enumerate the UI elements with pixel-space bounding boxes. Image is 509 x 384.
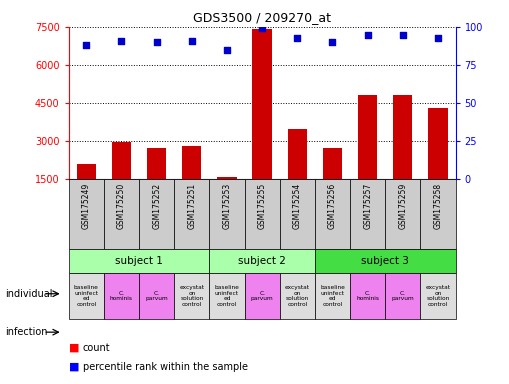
Bar <box>182 146 202 179</box>
Text: C.
parvum: C. parvum <box>251 291 273 301</box>
Text: C.
hominis: C. hominis <box>356 291 379 301</box>
Text: ■: ■ <box>69 343 79 353</box>
Text: excystat
on
solution
control: excystat on solution control <box>426 285 450 307</box>
Text: excystat
on
solution
control: excystat on solution control <box>179 285 204 307</box>
Text: GSM175249: GSM175249 <box>82 183 91 229</box>
Bar <box>174 179 209 249</box>
Bar <box>252 30 272 179</box>
Text: C.
parvum: C. parvum <box>391 291 414 301</box>
Bar <box>209 249 315 273</box>
Text: count: count <box>83 343 110 353</box>
Bar <box>209 273 244 319</box>
Text: GSM175251: GSM175251 <box>187 183 196 229</box>
Bar <box>139 273 174 319</box>
Text: GSM175254: GSM175254 <box>293 183 302 229</box>
Bar <box>420 179 456 249</box>
Bar <box>315 179 350 249</box>
Bar <box>139 179 174 249</box>
Bar <box>358 96 377 179</box>
Bar <box>350 179 385 249</box>
Text: infection: infection <box>5 327 47 337</box>
Text: percentile rank within the sample: percentile rank within the sample <box>83 362 248 372</box>
Bar <box>323 147 342 179</box>
Text: C.
parvum: C. parvum <box>145 291 168 301</box>
Bar <box>244 179 280 249</box>
Bar <box>280 273 315 319</box>
Bar <box>393 96 412 179</box>
Point <box>328 39 336 45</box>
Bar <box>280 179 315 249</box>
Point <box>363 31 372 38</box>
Bar <box>104 179 139 249</box>
Bar <box>428 108 447 179</box>
Bar <box>69 249 209 273</box>
Point <box>258 25 266 31</box>
Bar <box>209 179 244 249</box>
Text: GSM175253: GSM175253 <box>222 183 232 229</box>
Bar <box>104 273 139 319</box>
Bar <box>147 147 166 179</box>
Bar <box>420 273 456 319</box>
Bar <box>69 179 104 249</box>
Title: GDS3500 / 209270_at: GDS3500 / 209270_at <box>193 11 331 24</box>
Bar <box>69 273 104 319</box>
Bar <box>350 273 385 319</box>
Text: baseline
uninfect
ed
control: baseline uninfect ed control <box>320 285 345 307</box>
Text: C.
hominis: C. hominis <box>110 291 133 301</box>
Bar <box>217 177 237 179</box>
Text: GSM175256: GSM175256 <box>328 183 337 229</box>
Bar <box>385 179 420 249</box>
Text: GSM175258: GSM175258 <box>434 183 442 229</box>
Point <box>118 38 126 44</box>
Point <box>188 38 196 44</box>
Text: ■: ■ <box>69 362 79 372</box>
Text: subject 3: subject 3 <box>361 256 409 266</box>
Bar <box>385 273 420 319</box>
Text: baseline
uninfect
ed
control: baseline uninfect ed control <box>214 285 239 307</box>
Bar <box>174 273 209 319</box>
Bar <box>244 273 280 319</box>
Text: subject 2: subject 2 <box>238 256 286 266</box>
Text: GSM175250: GSM175250 <box>117 183 126 229</box>
Point <box>293 35 301 41</box>
Text: GSM175257: GSM175257 <box>363 183 372 229</box>
Text: individual: individual <box>5 289 52 299</box>
Point <box>153 39 161 45</box>
Text: GSM175255: GSM175255 <box>258 183 267 229</box>
Bar <box>315 273 350 319</box>
Bar <box>315 249 456 273</box>
Point <box>399 31 407 38</box>
Text: subject 1: subject 1 <box>115 256 163 266</box>
Point <box>223 47 231 53</box>
Text: baseline
uninfect
ed
control: baseline uninfect ed control <box>74 285 99 307</box>
Bar <box>77 164 96 179</box>
Bar <box>288 129 307 179</box>
Text: GSM175252: GSM175252 <box>152 183 161 229</box>
Point <box>82 42 91 48</box>
Text: excystat
on
solution
control: excystat on solution control <box>285 285 310 307</box>
Text: GSM175259: GSM175259 <box>399 183 407 229</box>
Bar <box>112 142 131 179</box>
Point <box>434 35 442 41</box>
